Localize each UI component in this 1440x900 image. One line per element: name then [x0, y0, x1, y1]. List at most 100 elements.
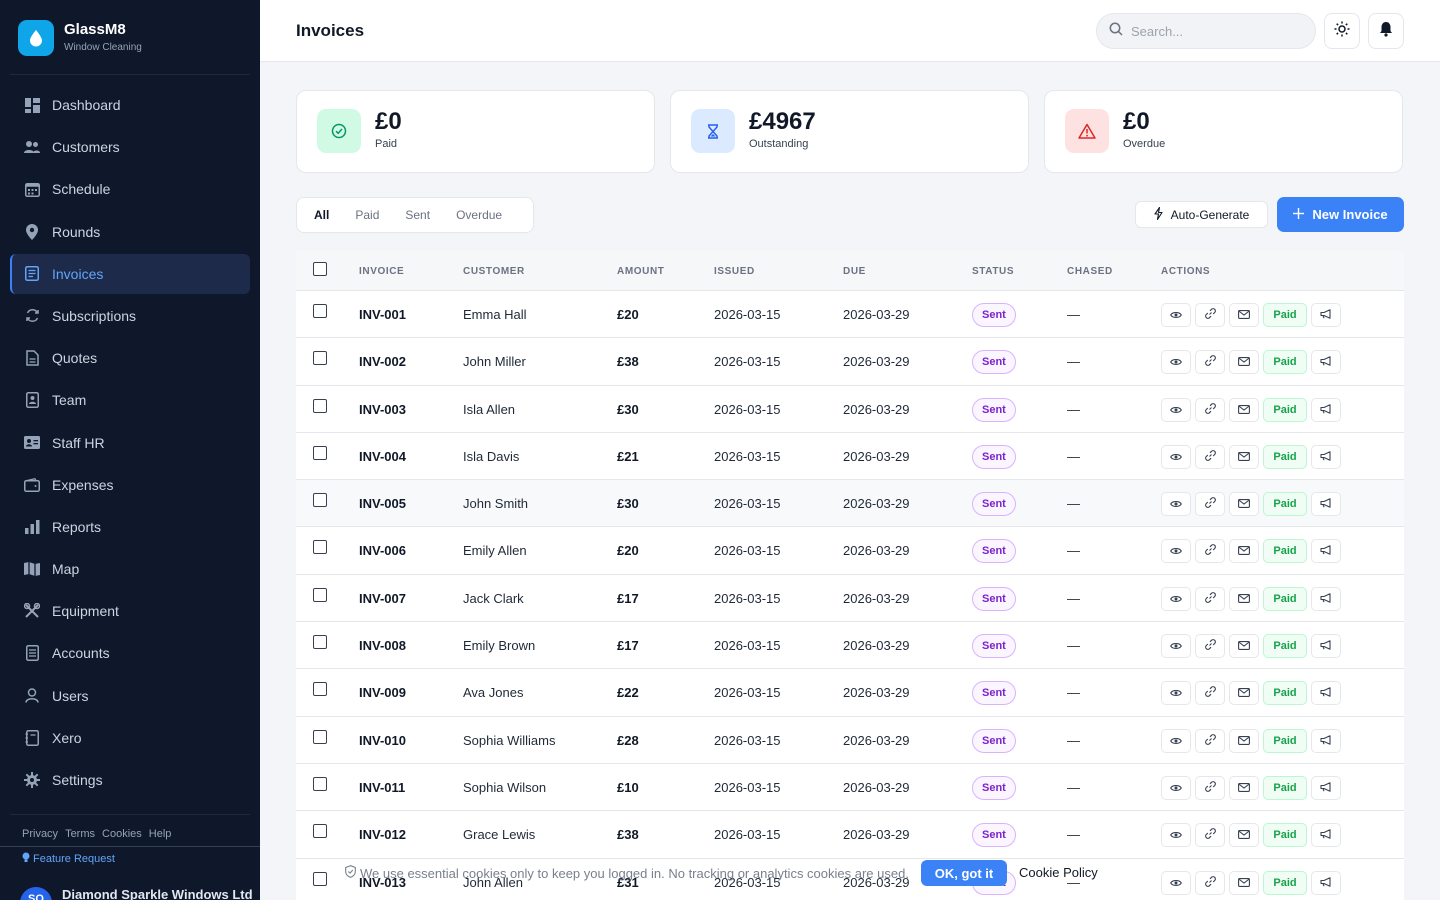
email-invoice-button[interactable] — [1229, 681, 1259, 706]
chase-button[interactable] — [1311, 539, 1341, 564]
cookie-accept-button[interactable]: OK, got it — [921, 860, 1007, 886]
chase-button[interactable] — [1311, 492, 1341, 517]
row-checkbox[interactable] — [313, 540, 327, 555]
table-row[interactable]: INV-004 Isla Davis £21 2026-03-15 2026-03-29… — [296, 432, 1404, 481]
sidebar-item-rounds[interactable]: Rounds — [10, 212, 250, 252]
table-row[interactable]: INV-011 Sophia Wilson £10 2026-03-15 2026-03… — [296, 763, 1404, 812]
invoice-number[interactable]: INV-003 — [359, 401, 406, 417]
auto-generate-button[interactable]: Auto-Generate — [1135, 201, 1268, 228]
copy-link-button[interactable] — [1195, 303, 1225, 327]
copy-link-button[interactable] — [1195, 444, 1225, 469]
table-row[interactable]: INV-007 Jack Clark £17 2026-03-15 2026-03-29… — [296, 574, 1404, 623]
email-invoice-button[interactable] — [1229, 444, 1259, 469]
view-invoice-button[interactable] — [1161, 303, 1191, 327]
table-row[interactable]: INV-008 Emily Brown £17 2026-03-15 2026-03-2… — [296, 622, 1404, 670]
table-row[interactable]: INV-002 John Miller £38 2026-03-15 2026-03-2… — [296, 338, 1404, 386]
terms-link[interactable]: Terms — [65, 828, 96, 840]
view-invoice-button[interactable] — [1161, 775, 1191, 800]
row-checkbox[interactable] — [313, 445, 327, 460]
invoice-number[interactable]: INV-012 — [359, 827, 406, 843]
mark-paid-button[interactable]: Paid — [1263, 350, 1307, 375]
view-invoice-button[interactable] — [1161, 681, 1191, 706]
sidebar-item-subscriptions[interactable]: Subscriptions — [10, 296, 250, 336]
view-invoice-button[interactable] — [1161, 823, 1191, 848]
view-invoice-button[interactable] — [1161, 728, 1191, 753]
view-invoice-button[interactable] — [1161, 397, 1191, 422]
mark-paid-button[interactable]: Paid — [1263, 303, 1307, 327]
mark-paid-button[interactable]: Paid — [1263, 539, 1307, 564]
copy-link-button[interactable] — [1195, 350, 1225, 375]
sidebar-item-expenses[interactable]: Expenses — [10, 465, 250, 505]
search-input[interactable] — [1131, 23, 1291, 39]
email-invoice-button[interactable] — [1229, 586, 1259, 611]
invoice-number[interactable]: INV-011 — [359, 779, 406, 795]
row-checkbox[interactable] — [313, 824, 327, 839]
row-checkbox[interactable] — [313, 493, 327, 508]
table-row[interactable]: INV-009 Ava Jones £22 2026-03-15 2026-03-29 S… — [296, 669, 1404, 717]
search-box[interactable] — [1096, 13, 1316, 49]
email-invoice-button[interactable] — [1229, 728, 1259, 753]
mark-paid-button[interactable]: Paid — [1263, 586, 1307, 611]
chase-button[interactable] — [1311, 870, 1341, 895]
mark-paid-button[interactable]: Paid — [1263, 775, 1307, 800]
filter-tab-overdue[interactable]: Overdue — [456, 208, 503, 222]
chase-button[interactable] — [1311, 681, 1341, 706]
email-invoice-button[interactable] — [1229, 823, 1259, 848]
row-checkbox[interactable] — [313, 776, 327, 791]
sidebar-item-users[interactable]: Users — [10, 676, 250, 716]
mark-paid-button[interactable]: Paid — [1263, 634, 1307, 659]
chase-button[interactable] — [1311, 350, 1341, 375]
email-invoice-button[interactable] — [1229, 350, 1259, 375]
sidebar-item-accounts[interactable]: Accounts — [10, 633, 250, 673]
sidebar-item-reports[interactable]: Reports — [10, 507, 250, 547]
mark-paid-button[interactable]: Paid — [1263, 397, 1307, 422]
chase-button[interactable] — [1311, 397, 1341, 422]
sidebar-item-quotes[interactable]: Quotes — [10, 338, 250, 378]
table-row[interactable]: INV-013 John Allen £31 2026-03-15 2026-03-29… — [296, 858, 1404, 900]
copy-link-button[interactable] — [1195, 681, 1225, 706]
copy-link-button[interactable] — [1195, 823, 1225, 848]
select-all-checkbox[interactable] — [313, 262, 327, 276]
invoice-number[interactable]: INV-009 — [359, 685, 406, 701]
invoice-number[interactable]: INV-013 — [359, 874, 406, 890]
email-invoice-button[interactable] — [1229, 634, 1259, 659]
sidebar-item-settings[interactable]: Settings — [10, 760, 250, 800]
cookies-link[interactable]: Cookies — [102, 828, 142, 840]
privacy-link[interactable]: Privacy — [22, 828, 59, 840]
sidebar-item-dashboard[interactable]: Dashboard — [10, 85, 250, 125]
chase-button[interactable] — [1311, 634, 1341, 659]
row-checkbox[interactable] — [313, 304, 327, 318]
invoice-number[interactable]: INV-010 — [359, 732, 406, 748]
table-row[interactable]: INV-012 Grace Lewis £38 2026-03-15 2026-03-2… — [296, 811, 1404, 859]
mark-paid-button[interactable]: Paid — [1263, 492, 1307, 517]
row-checkbox[interactable] — [313, 871, 327, 886]
chase-button[interactable] — [1311, 728, 1341, 753]
copy-link-button[interactable] — [1195, 728, 1225, 753]
column-header[interactable]: AMOUNT — [617, 266, 665, 277]
column-header[interactable]: ISSUED — [714, 266, 755, 277]
table-row[interactable]: INV-006 Emily Allen £20 2026-03-15 2026-03-2… — [296, 527, 1404, 575]
mark-paid-button[interactable]: Paid — [1263, 681, 1307, 706]
view-invoice-button[interactable] — [1161, 870, 1191, 895]
sidebar-item-team[interactable]: Team — [10, 380, 250, 420]
sidebar-item-map[interactable]: Map — [10, 549, 250, 589]
chase-button[interactable] — [1311, 775, 1341, 800]
filter-tab-all[interactable]: All — [314, 208, 330, 222]
row-checkbox[interactable] — [313, 587, 327, 602]
email-invoice-button[interactable] — [1229, 539, 1259, 564]
mark-paid-button[interactable]: Paid — [1263, 870, 1307, 895]
row-checkbox[interactable] — [313, 635, 327, 650]
table-row[interactable]: INV-005 John Smith £30 2026-03-15 2026-03-29… — [296, 480, 1404, 528]
mark-paid-button[interactable]: Paid — [1263, 444, 1307, 469]
copy-link-button[interactable] — [1195, 775, 1225, 800]
table-row[interactable]: INV-010 Sophia Williams £28 2026-03-15 2026-… — [296, 716, 1404, 764]
column-header[interactable]: CUSTOMER — [463, 266, 525, 277]
email-invoice-button[interactable] — [1229, 397, 1259, 422]
brand[interactable]: GlassM8 Window Cleaning — [18, 20, 142, 56]
copy-link-button[interactable] — [1195, 586, 1225, 611]
chase-button[interactable] — [1311, 444, 1341, 469]
invoice-number[interactable]: INV-008 — [359, 638, 406, 654]
sidebar-item-invoices[interactable]: Invoices — [10, 253, 250, 294]
email-invoice-button[interactable] — [1229, 303, 1259, 327]
help-link[interactable]: Help — [148, 828, 172, 840]
